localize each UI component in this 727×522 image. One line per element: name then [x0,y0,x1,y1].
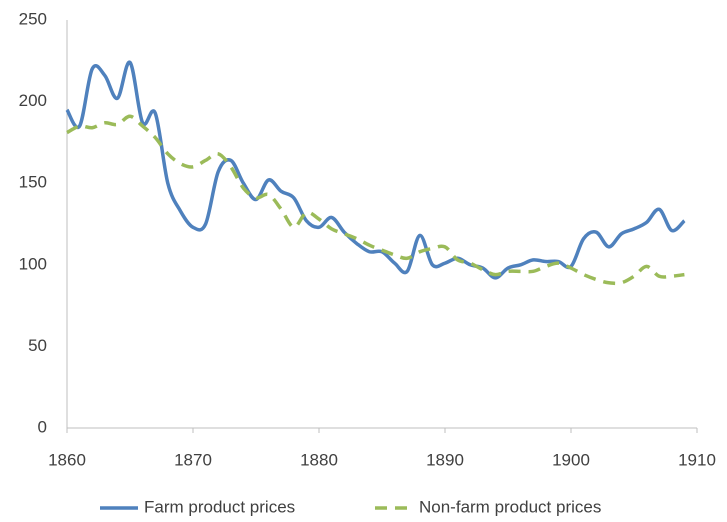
y-tick-label: 0 [38,417,47,436]
series-line [66,114,685,286]
legend-label: Non-farm product prices [419,497,601,516]
x-tick-label: 1870 [174,450,212,469]
x-tick-label: 1900 [552,450,590,469]
y-tick-label: 150 [19,173,47,192]
legend-label: Farm product prices [144,497,295,516]
y-tick-label: 50 [28,336,47,355]
y-tick-label: 250 [19,9,47,28]
x-tick-label: 1880 [300,450,338,469]
series-line [65,60,686,280]
x-tick-label: 1890 [426,450,464,469]
x-tick-label: 1860 [48,450,86,469]
y-tick-label: 200 [19,91,47,110]
x-tick-label: 1910 [678,450,716,469]
y-tick-label: 100 [19,254,47,273]
